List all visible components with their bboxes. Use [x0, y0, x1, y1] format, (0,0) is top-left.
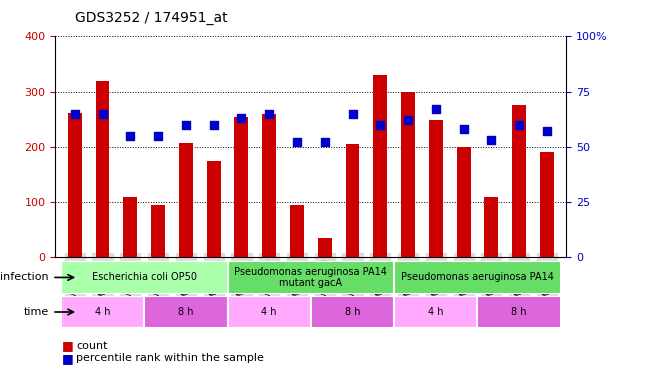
Bar — [262, 114, 276, 257]
Text: 8 h: 8 h — [512, 307, 527, 317]
Bar — [540, 152, 554, 257]
Bar — [179, 143, 193, 257]
Point — [292, 139, 302, 146]
Text: 8 h: 8 h — [345, 307, 360, 317]
Point — [125, 133, 135, 139]
Point — [403, 118, 413, 124]
Bar — [394, 261, 561, 294]
Bar — [318, 238, 331, 257]
Point — [375, 122, 385, 128]
Bar — [124, 197, 137, 257]
Bar — [68, 113, 82, 257]
Point — [98, 111, 108, 117]
Point — [264, 111, 275, 117]
Bar — [429, 121, 443, 257]
Text: 4 h: 4 h — [95, 307, 110, 317]
Point — [181, 122, 191, 128]
Bar — [484, 197, 498, 257]
Point — [236, 115, 247, 121]
Bar — [234, 116, 249, 257]
Bar — [373, 75, 387, 257]
Bar — [346, 144, 359, 257]
Text: GDS3252 / 174951_at: GDS3252 / 174951_at — [75, 11, 227, 25]
Bar — [151, 205, 165, 257]
Text: Pseudomonas aeruginosa PA14: Pseudomonas aeruginosa PA14 — [401, 272, 554, 283]
Text: Escherichia coli OP50: Escherichia coli OP50 — [92, 272, 197, 283]
Point — [208, 122, 219, 128]
Text: 8 h: 8 h — [178, 307, 193, 317]
Point — [458, 126, 469, 132]
Text: count: count — [76, 341, 107, 351]
Point — [430, 106, 441, 113]
Bar — [512, 106, 526, 257]
Bar — [401, 92, 415, 257]
Point — [347, 111, 357, 117]
Bar — [394, 296, 477, 328]
Bar — [96, 81, 109, 257]
Text: ■: ■ — [62, 352, 74, 365]
Bar — [61, 261, 228, 294]
Bar — [207, 161, 221, 257]
Point — [320, 139, 330, 146]
Text: Pseudomonas aeruginosa PA14
mutant gacA: Pseudomonas aeruginosa PA14 mutant gacA — [234, 266, 387, 288]
Bar — [145, 296, 228, 328]
Bar — [477, 296, 561, 328]
Text: ■: ■ — [62, 339, 74, 352]
Text: percentile rank within the sample: percentile rank within the sample — [76, 353, 264, 363]
Text: time: time — [23, 307, 49, 317]
Bar — [290, 205, 304, 257]
Text: 4 h: 4 h — [262, 307, 277, 317]
Bar — [311, 296, 394, 328]
Text: infection: infection — [0, 272, 49, 283]
Point — [514, 122, 524, 128]
Point — [486, 137, 497, 143]
Point — [153, 133, 163, 139]
Bar — [61, 296, 145, 328]
Text: 4 h: 4 h — [428, 307, 443, 317]
Bar — [228, 296, 311, 328]
Point — [542, 128, 552, 134]
Bar — [456, 147, 471, 257]
Bar — [228, 261, 394, 294]
Point — [70, 111, 80, 117]
